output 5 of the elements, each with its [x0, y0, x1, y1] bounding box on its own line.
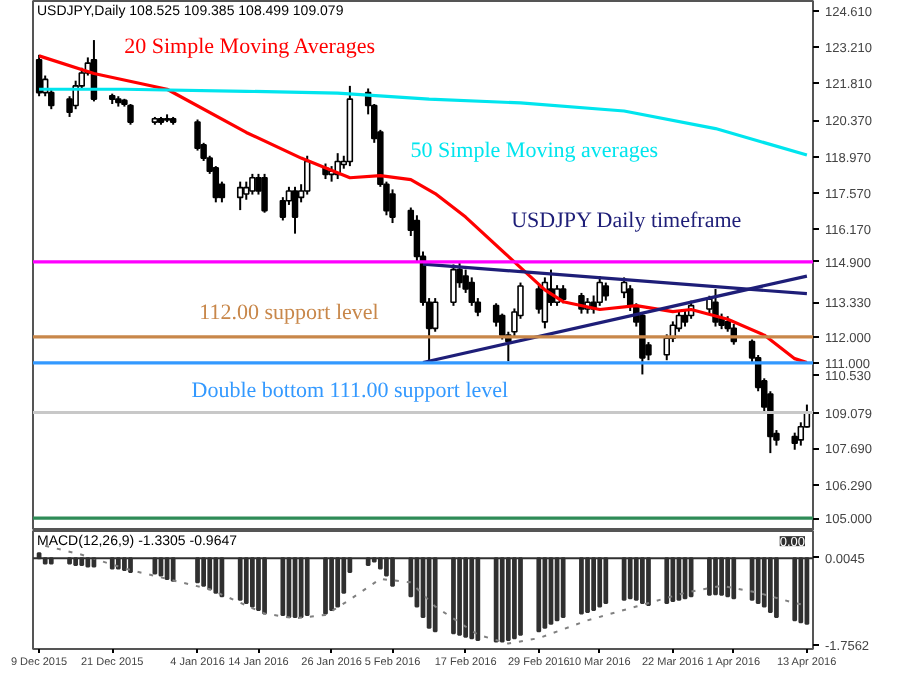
annotation: Double bottom 111.00 support level: [191, 378, 509, 403]
annotation: 112.00 support level: [199, 300, 379, 325]
series-label: 50 Simple Moving averages: [410, 138, 658, 163]
annotation: USDJPY Daily timeframe: [511, 208, 742, 233]
series-label: 20 Simple Moving Averages: [124, 35, 376, 60]
